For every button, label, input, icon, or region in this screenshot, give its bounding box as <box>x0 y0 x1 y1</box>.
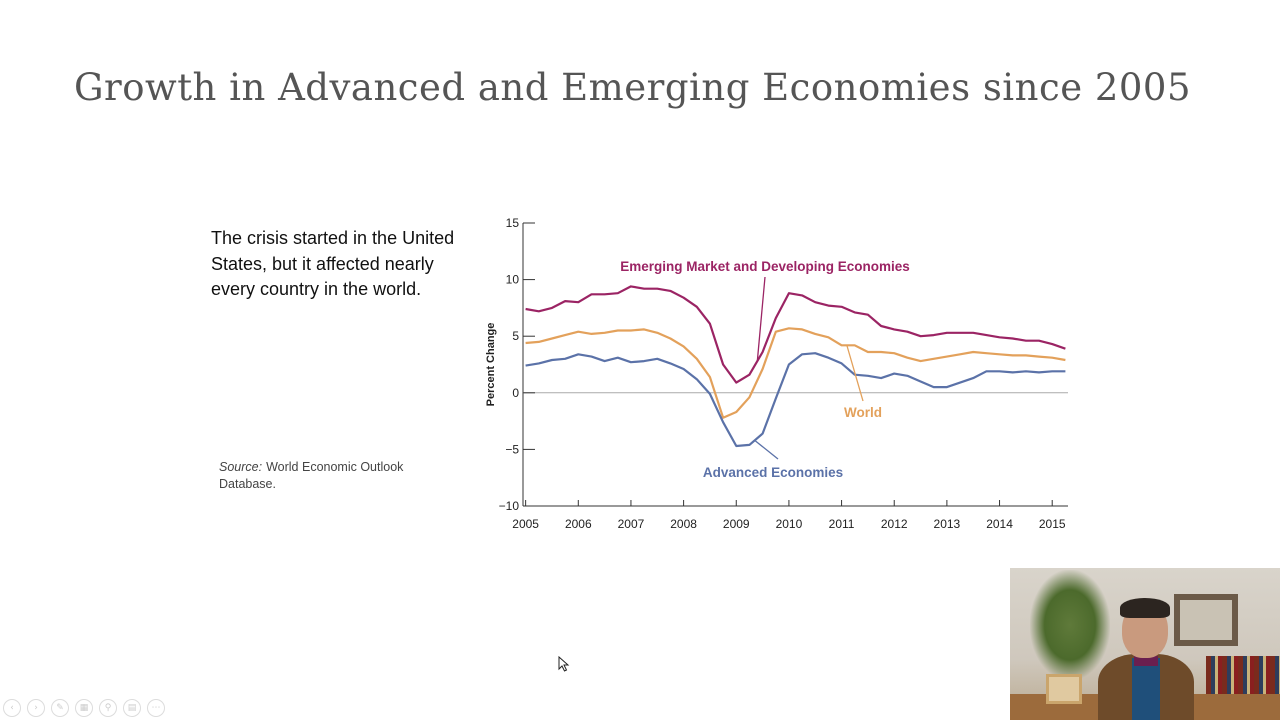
x-tick-label: 2010 <box>776 517 803 531</box>
annotation-pointer <box>756 276 766 362</box>
series-line-world <box>525 327 1066 419</box>
x-tick-label: 2005 <box>512 517 539 531</box>
source-label: Source: <box>219 460 263 474</box>
more-options-icon[interactable]: ⋯ <box>147 699 165 717</box>
presenter-webcam-video <box>1010 568 1280 720</box>
y-tick-label: 15 <box>506 216 520 230</box>
annotation-label: World <box>844 405 882 420</box>
source-text: World Economic Outlook Database. <box>219 460 404 491</box>
subtitles-icon[interactable]: ▤ <box>123 699 141 717</box>
previous-slide-icon[interactable]: ‹ <box>3 699 21 717</box>
webcam-photo-frame <box>1046 674 1082 704</box>
annotation-label: Advanced Economies <box>703 465 843 480</box>
x-tick-label: 2013 <box>934 517 961 531</box>
slide-title: Growth in Advanced and Emerging Economie… <box>74 66 1192 109</box>
annotation-label: Emerging Market and Developing Economies <box>620 259 910 274</box>
next-slide-icon[interactable]: › <box>27 699 45 717</box>
x-tick-label: 2007 <box>618 517 645 531</box>
mouse-cursor-icon <box>558 656 570 672</box>
x-tick-label: 2006 <box>565 517 592 531</box>
webcam-plant <box>1030 570 1110 680</box>
webcam-presenter <box>1098 598 1194 720</box>
zoom-icon[interactable]: ⚲ <box>99 699 117 717</box>
y-tick-label: 10 <box>506 273 520 287</box>
x-tick-label: 2012 <box>881 517 908 531</box>
y-tick-label: −10 <box>499 499 520 513</box>
annotation-pointer <box>754 439 779 460</box>
y-axis-label: Percent Change <box>485 323 497 407</box>
y-tick-label: 0 <box>512 386 519 400</box>
x-tick-label: 2011 <box>829 517 855 531</box>
x-tick-label: 2015 <box>1039 517 1066 531</box>
annotation-pointer <box>846 345 864 402</box>
source-note: Source: World Economic Outlook Database. <box>219 459 434 493</box>
webcam-bow-tie <box>1134 656 1158 666</box>
x-tick-label: 2014 <box>986 517 1013 531</box>
y-tick-label: −5 <box>505 442 519 456</box>
x-tick-label: 2009 <box>723 517 750 531</box>
growth-line-chart: 15 10 5 0 −5 −10 2005 2006 2007 2008 2009 2010 2011 2… <box>485 216 1068 531</box>
y-tick-label: 5 <box>512 329 519 343</box>
pen-icon[interactable]: ✎ <box>51 699 69 717</box>
slide-player-controls: ‹ › ✎ ▦ ⚲ ▤ ⋯ <box>3 699 165 717</box>
series-line-emerging <box>525 285 1066 384</box>
see-all-slides-icon[interactable]: ▦ <box>75 699 93 717</box>
series-line-advanced <box>525 352 1066 448</box>
slide-body-text: The crisis started in the United States,… <box>211 228 455 299</box>
x-tick-label: 2008 <box>670 517 697 531</box>
